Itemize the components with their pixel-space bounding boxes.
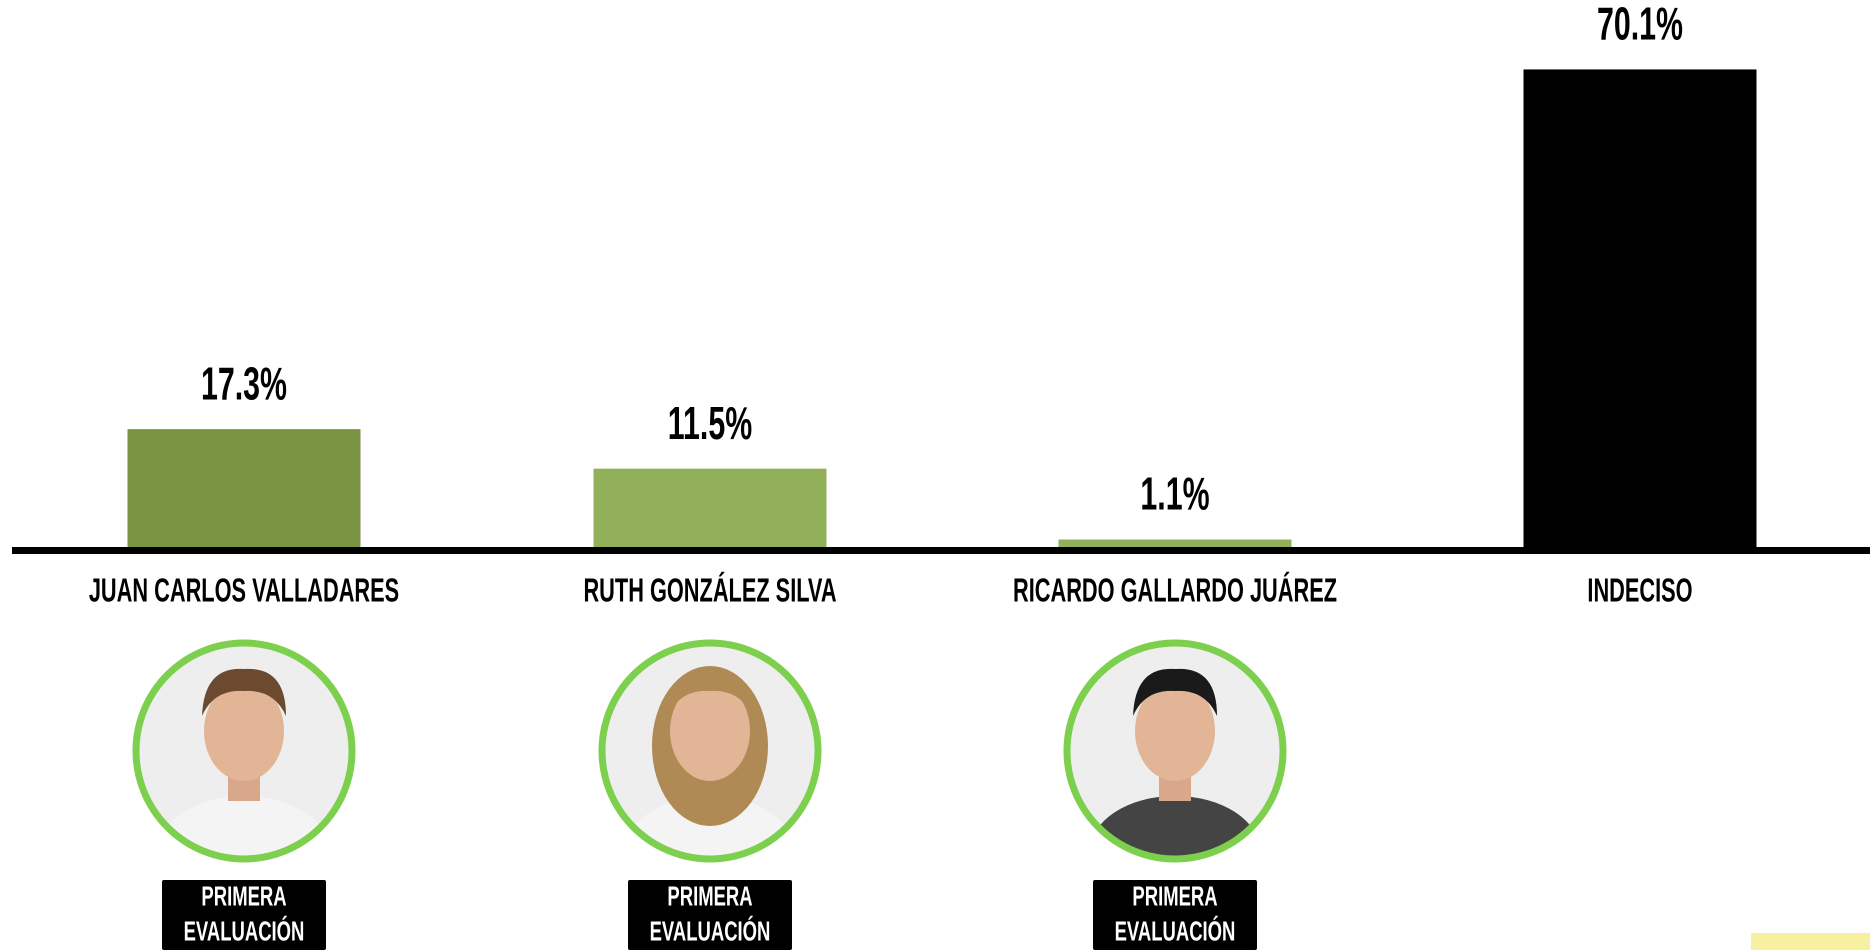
badge-text-group: EVALUACIÓN <box>1115 914 1236 947</box>
badge-text: EVALUACIÓN <box>184 914 305 947</box>
category-label: RICARDO GALLARDO JUÁREZ <box>1013 572 1337 609</box>
value-label: 70.1% <box>1597 0 1683 50</box>
badge-text-group: PRIMERA <box>1132 882 1217 913</box>
category-label: JUAN CARLOS VALLADARES <box>89 572 399 609</box>
value-label: 17.3% <box>201 359 287 410</box>
value-label-group: 1.1% <box>1140 470 1209 521</box>
badge-text: EVALUACIÓN <box>1115 914 1236 947</box>
badge-text: PRIMERA <box>667 882 752 913</box>
photo-content <box>602 643 818 906</box>
photo-content <box>136 643 352 906</box>
bar <box>1524 69 1757 547</box>
badge-text-group: PRIMERA <box>201 882 286 913</box>
badge-text: PRIMERA <box>201 882 286 913</box>
candidate-photo <box>1067 643 1283 906</box>
value-label-group: 11.5% <box>668 399 752 450</box>
category-label-group: JUAN CARLOS VALLADARES <box>89 572 399 609</box>
baseline <box>12 547 1870 554</box>
chart: 17.3% JUAN CARLOS VALLADARES 11.5% RUTH GON… <box>0 0 1870 950</box>
badge-text-group: PRIMERA <box>667 882 752 913</box>
badge-text: PRIMERA <box>1132 882 1217 913</box>
bar <box>1059 540 1292 547</box>
category-label: INDECISO <box>1587 572 1692 609</box>
category-label-group: RICARDO GALLARDO JUÁREZ <box>1013 572 1337 609</box>
badge-text-group: EVALUACIÓN <box>650 914 771 947</box>
category-label-group: INDECISO <box>1587 572 1692 609</box>
bar <box>594 469 827 547</box>
category-label-group: RUTH GONZÁLEZ SILVA <box>583 572 836 609</box>
value-label-group: 17.3% <box>201 359 287 410</box>
photo-content <box>1067 643 1283 906</box>
category-label: RUTH GONZÁLEZ SILVA <box>583 572 836 609</box>
badge-text: EVALUACIÓN <box>650 914 771 947</box>
value-label-group: 70.1% <box>1597 0 1683 50</box>
bar <box>128 429 361 547</box>
badge-text-group: EVALUACIÓN <box>184 914 305 947</box>
value-label: 11.5% <box>668 399 752 450</box>
value-label: 1.1% <box>1140 470 1209 521</box>
decor-patch <box>1751 933 1870 950</box>
candidate-photo <box>136 643 352 906</box>
candidate-photo <box>602 643 818 906</box>
